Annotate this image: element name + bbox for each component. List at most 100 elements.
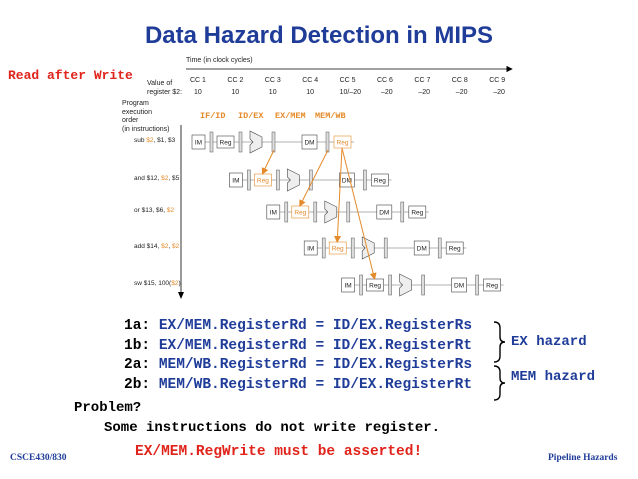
instruction-label: or $13, $6, $2: [134, 207, 174, 214]
register-file-write: [445, 241, 464, 255]
value-of-label: Value of: [147, 80, 173, 87]
hazard-condition: 2b: MEM/WB.RegisterRd = ID/EX.RegisterRt: [124, 377, 472, 393]
dm-label: DM: [417, 246, 427, 253]
ex-hazard-label: EX hazard: [511, 334, 587, 350]
condition-text: EX/MEM.RegisterRd = ID/EX.RegisterRs: [158, 318, 473, 334]
hazard-dependency-arrow: [299, 149, 329, 207]
pipeline-register: [475, 274, 479, 296]
alu-shape: [287, 168, 300, 192]
time-axis-label: Time (in clock cycles): [186, 57, 253, 64]
dm-label: DM: [379, 210, 389, 217]
condition-id: 2b:: [124, 376, 159, 393]
program-order-line: (in instructions): [122, 125, 170, 133]
reg-label: Reg: [294, 210, 306, 217]
clock-cycle-label: CC 7: [414, 77, 431, 84]
reg-label: Reg: [257, 178, 269, 185]
alu-shape: [399, 273, 412, 297]
pipeline-register: [284, 201, 289, 223]
register-value: –20: [455, 89, 468, 96]
instruction-memory-box: [341, 277, 355, 293]
idex-label: ID/EX: [238, 111, 264, 121]
pipeline-register: [388, 274, 392, 296]
reg-label: Reg: [449, 246, 461, 253]
reg-label: Reg: [411, 210, 423, 217]
pipeline-row: IM Reg DM Reg: [341, 273, 504, 297]
mem-hazard-brace: [493, 365, 506, 401]
condition-text: EX/MEM.RegisterRd = ID/EX.RegisterRt: [158, 337, 473, 354]
pipeline-row: IM Reg DM Reg: [303, 236, 467, 260]
solution-text: EX/MEM.RegWrite must be asserted!: [135, 444, 423, 460]
pipeline-register: [421, 274, 425, 296]
condition-text: MEM/WB.RegisterRd = ID/EX.RegisterRt: [158, 376, 473, 393]
register-2-highlight: $2: [171, 280, 179, 287]
register-2-highlight: $2: [166, 207, 175, 214]
register-2-highlight: $2: [146, 137, 154, 144]
condition-id: 1a:: [124, 318, 159, 334]
reg-label: Reg: [374, 178, 386, 185]
program-order-line: order: [122, 117, 139, 124]
register-value: 10: [231, 89, 240, 96]
pipeline-register: [363, 169, 367, 191]
pipeline-register: [209, 131, 214, 153]
reg-label: Reg: [220, 140, 232, 147]
program-order-label: Program execution order (in instructions…: [122, 100, 169, 134]
clock-cycle-label: CC 2: [227, 77, 244, 84]
page-title: Data Hazard Detection in MIPS: [144, 22, 494, 49]
pipeline-register: [437, 237, 442, 259]
instruction-text: and $12,: [134, 175, 162, 182]
clock-cycle-label: CC 8: [451, 77, 468, 84]
instruction-label: and $12, $2, $5: [134, 175, 179, 182]
instruction-text: sub: [134, 137, 147, 144]
read-after-write-label: Read after Write: [8, 68, 133, 83]
dm-label: DM: [304, 140, 314, 147]
pipeline-register: [400, 201, 405, 223]
pipeline-register: [350, 237, 355, 259]
condition-id: 2a:: [124, 357, 159, 373]
alu-shape: [249, 130, 263, 154]
dm-label: DM: [454, 283, 464, 290]
register-file-write: [371, 173, 389, 187]
instruction-text: or $13, $6,: [134, 207, 167, 214]
instruction-label: add $14, $2, $2: [134, 243, 179, 250]
pipeline-register: [247, 169, 251, 191]
footer-course: CSCE430/830: [10, 453, 67, 463]
hazard-condition: 1a: EX/MEM.RegisterRd = ID/EX.RegisterRs: [124, 318, 472, 334]
clock-cycle-label: CC 5: [339, 77, 356, 84]
register-value: 10/–20: [339, 89, 362, 96]
problem-label: Problem?: [74, 400, 142, 416]
instruction-text: sw $15, 100(: [134, 280, 172, 287]
instruction-text: ): [178, 280, 181, 287]
pipeline-register: [238, 131, 243, 153]
clock-cycle-label: CC 3: [264, 77, 281, 84]
data-memory-box: [451, 277, 467, 293]
instruction-memory-box: [266, 204, 281, 220]
pipeline-register: [383, 237, 388, 259]
data-memory-box: [301, 134, 318, 150]
im-label: IM: [232, 178, 239, 185]
data-memory-box: [376, 204, 393, 220]
register-value: 10: [268, 89, 277, 96]
condition-text: MEM/WB.RegisterRd = ID/EX.RegisterRs: [158, 357, 473, 373]
instruction-memory-box: [303, 240, 318, 256]
reg-label: Reg: [369, 283, 381, 290]
hazard-dependency-arrow: [334, 147, 343, 243]
reg-label: Reg: [337, 140, 349, 147]
footer-topic: Pipeline Hazards: [548, 453, 618, 463]
register-value: 10: [306, 89, 314, 96]
data-memory-box: [413, 240, 430, 256]
register-file-write: [408, 205, 427, 219]
instruction-text: , $5: [168, 175, 180, 182]
program-order-line: Program: [122, 100, 149, 107]
pipeline-register: [313, 201, 318, 223]
hazard-condition: 1b: EX/MEM.RegisterRd = ID/EX.RegisterRt: [124, 338, 472, 354]
im-label: IM: [307, 246, 314, 253]
memwb-label: MEM/WB: [315, 111, 346, 121]
hazard-condition: 2a: MEM/WB.RegisterRd = ID/EX.RegisterRs: [124, 357, 472, 373]
clock-cycle-label: CC 4: [302, 77, 319, 84]
register-value: 10: [194, 89, 202, 96]
condition-id: 1b:: [124, 337, 159, 354]
clock-cycle-label: CC 1: [190, 77, 206, 84]
pipeline-register: [321, 237, 326, 259]
hazard-dependency-arrow: [341, 147, 377, 280]
